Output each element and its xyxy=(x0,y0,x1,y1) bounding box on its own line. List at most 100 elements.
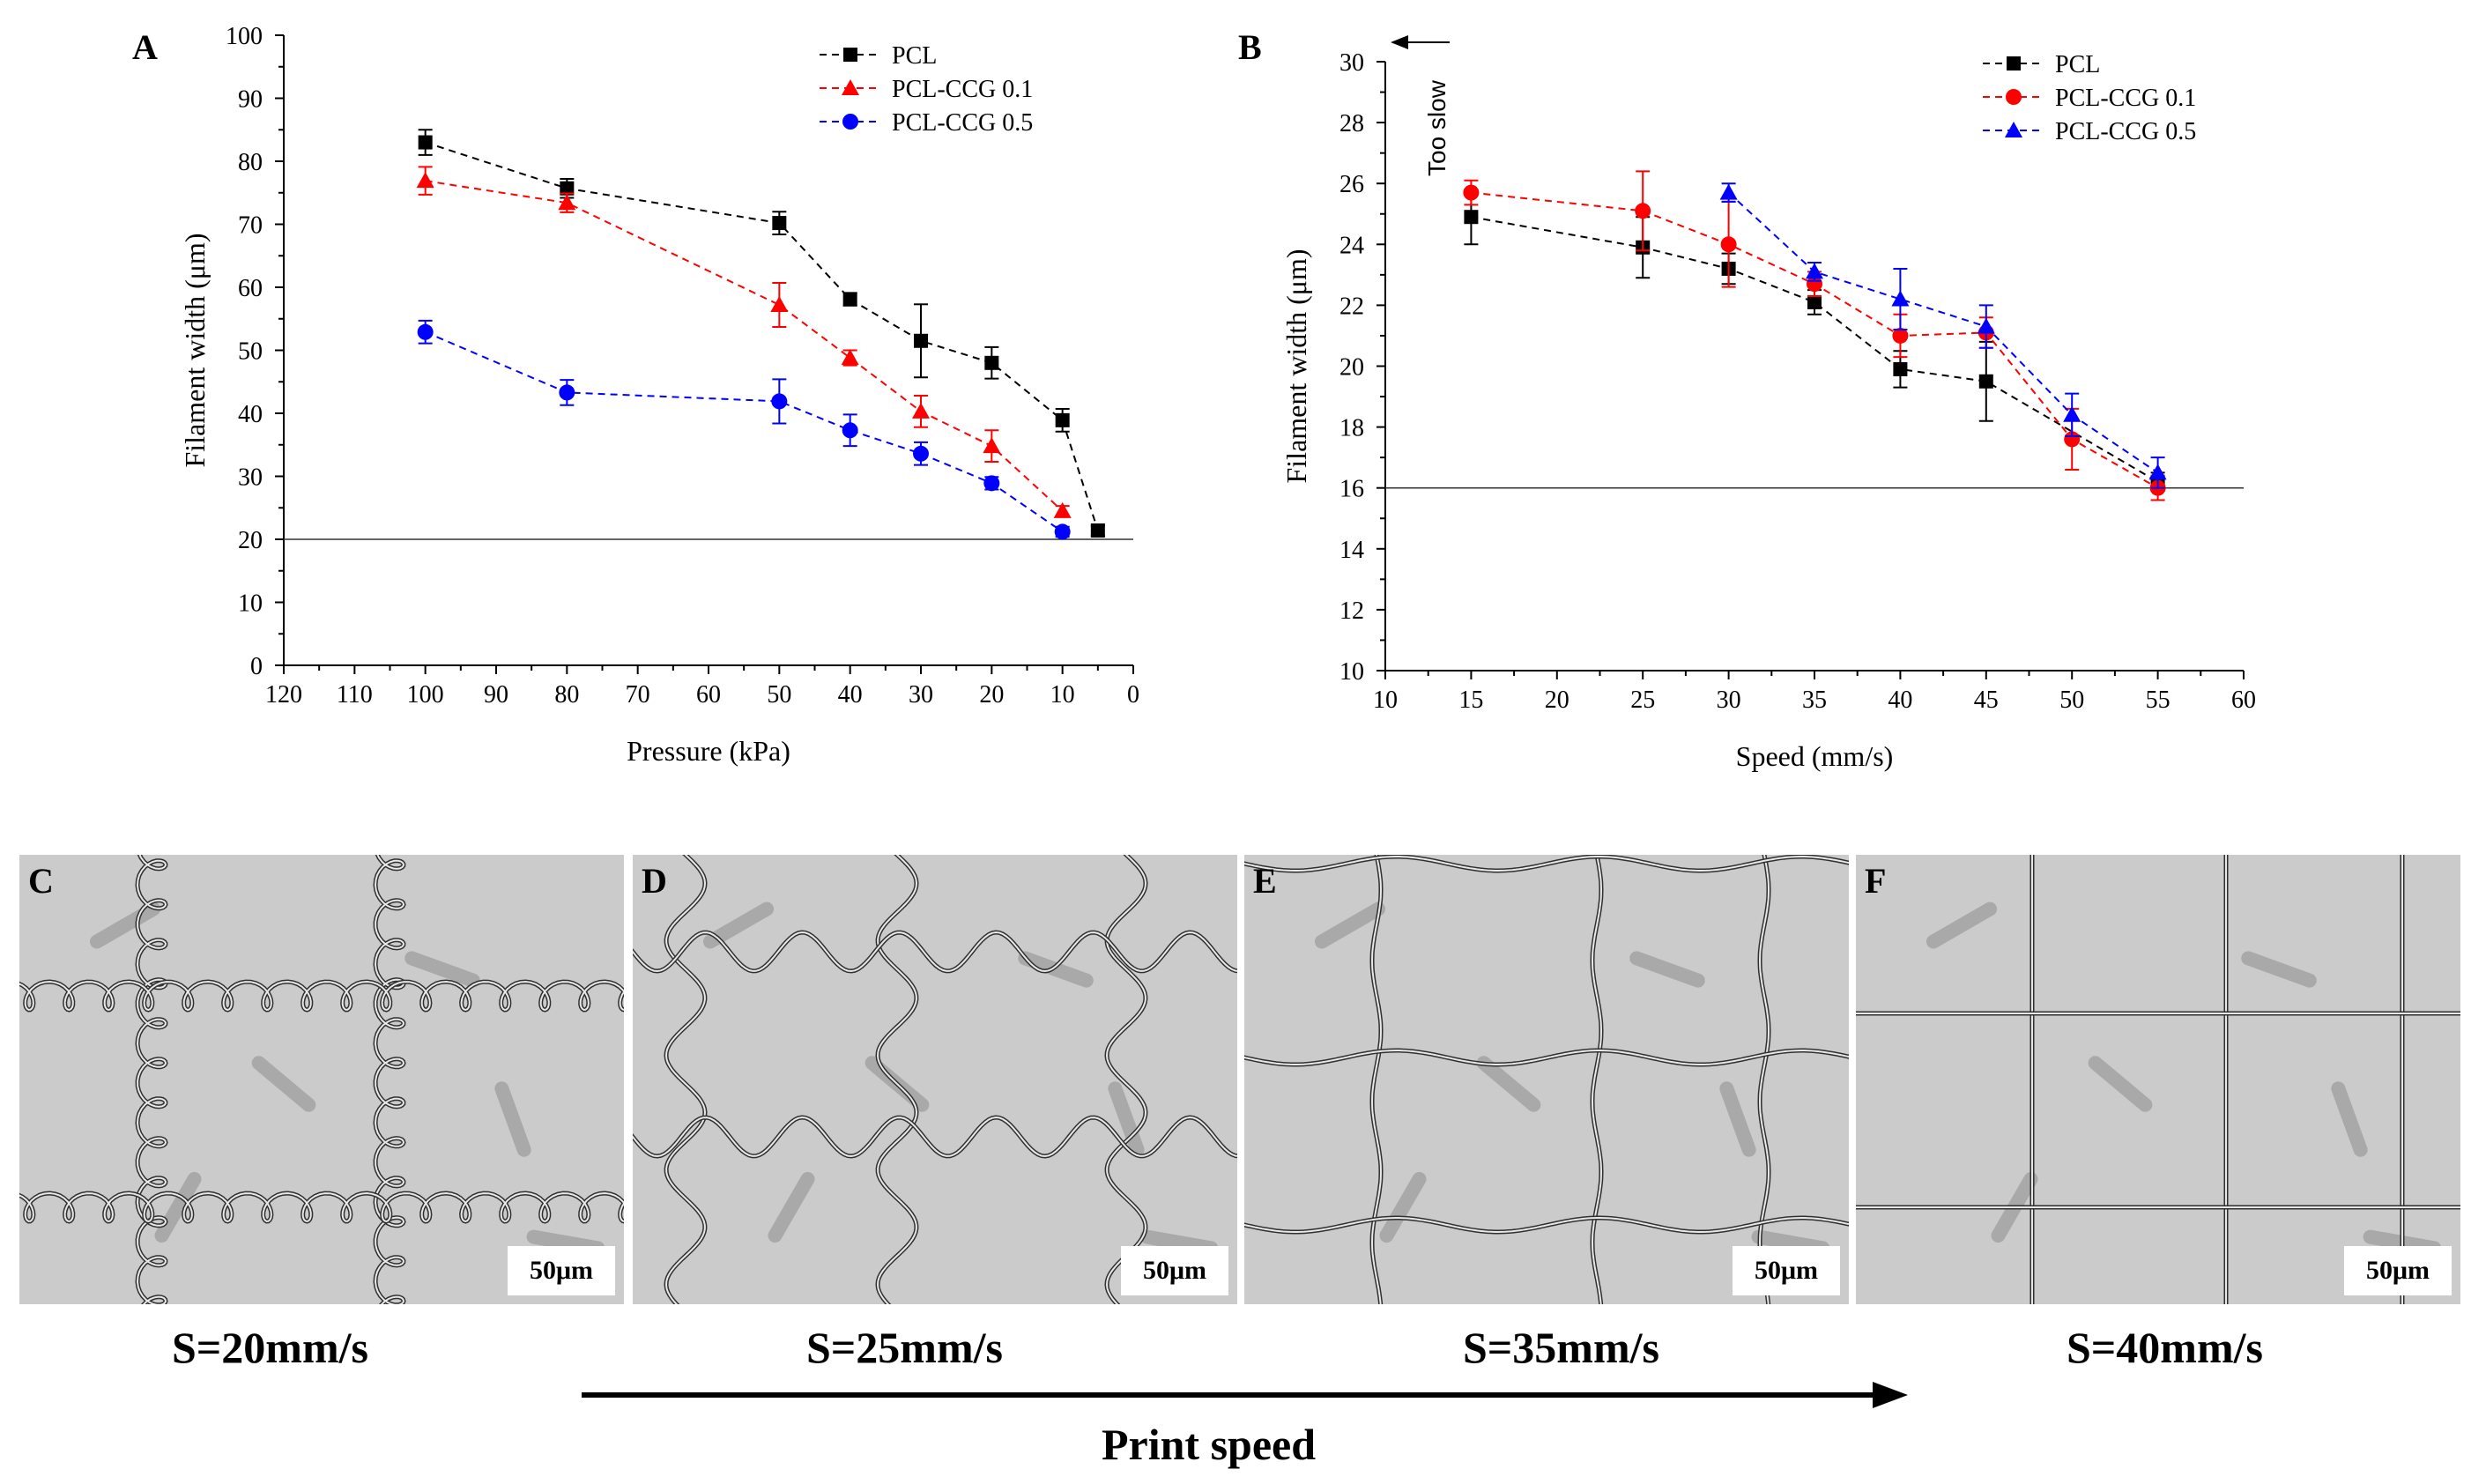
micrograph-e-label: E xyxy=(1253,861,1277,901)
chart-a-data-point xyxy=(842,292,857,307)
chart-a-y-tick-label: 50 xyxy=(238,338,263,366)
chart-a-data-point xyxy=(772,216,787,231)
caption-f: S=40mm/s xyxy=(2067,1323,2263,1372)
micrograph-cell xyxy=(1476,1056,1541,1112)
micrograph-c-scale-bar: 50μm xyxy=(508,1246,615,1295)
micrograph-d-scale-bar: 50μm xyxy=(1121,1246,1228,1295)
chart-a-x-tick-label: 20 xyxy=(979,681,1004,709)
panel-b-letter: B xyxy=(1238,27,1262,67)
micrograph-c-image xyxy=(19,855,624,1304)
micrograph-filament-highlight xyxy=(633,931,1237,973)
chart-a-legend-label: PCL-CCG 0.5 xyxy=(892,109,1033,137)
micrograph-filament-highlight xyxy=(664,855,707,1304)
chart-a-y-tick-label: 30 xyxy=(238,464,263,492)
chart-b-annotation-arrowhead xyxy=(1391,35,1408,49)
micrograph-d: D 50μm xyxy=(633,855,1237,1304)
chart-a-x-tick-label: 90 xyxy=(484,681,508,709)
micrograph-cell xyxy=(2331,1081,2368,1157)
micrograph-e-scale-bar: 50μm xyxy=(1733,1246,1840,1295)
chart-b-y-axis-label: Filament width (μm) xyxy=(1280,249,1312,483)
chart-a-x-tick-label: 40 xyxy=(838,681,863,709)
chart-b-x-axis-label: Speed (mm/s) xyxy=(1736,740,1894,772)
micrograph-cell xyxy=(494,1081,531,1157)
micrograph-cell xyxy=(2241,951,2317,988)
chart-b-y-tick-label: 14 xyxy=(1339,537,1364,564)
chart-b-y-tick-label: 26 xyxy=(1339,171,1364,198)
chart-a-x-axis-label: Pressure (kPa) xyxy=(627,735,790,767)
chart-a-data-point xyxy=(841,349,859,366)
chart-a-data-point xyxy=(417,323,434,340)
chart-a-data-point xyxy=(1054,523,1071,540)
chart-b-data-point xyxy=(2063,405,2081,422)
chart-b-y-tick-label: 10 xyxy=(1339,658,1364,686)
chart-a-legend-marker xyxy=(842,114,858,130)
chart-b-data-point xyxy=(1807,294,1822,309)
chart-a-series-2: PCL-CCG 0.5 xyxy=(417,109,1071,540)
print-speed-arrow xyxy=(582,1382,1908,1408)
caption-e: S=35mm/s xyxy=(1463,1323,1659,1372)
chart-b-series-line xyxy=(1471,191,2159,489)
chart-a-data-point xyxy=(983,437,1001,454)
micrograph-f: F 50μm xyxy=(1856,855,2460,1304)
chart-a-data-point xyxy=(1090,523,1105,538)
chart-b-y-tick-label: 18 xyxy=(1339,415,1364,442)
chart-a-y-tick-label: 20 xyxy=(238,527,263,554)
chart-b-data-point xyxy=(1978,374,1993,389)
chart-a-series-1: PCL-CCG 0.1 xyxy=(416,76,1072,518)
chart-b-series-line xyxy=(1727,191,2159,474)
micrograph-cell xyxy=(2088,1056,2153,1112)
chart-a-data-point xyxy=(842,422,858,439)
micrograph-filament-highlight xyxy=(19,1191,624,1223)
chart-a-x-tick-label: 60 xyxy=(696,681,721,709)
chart-a-y-tick-label: 70 xyxy=(238,212,263,240)
chart-a-series-0: PCL xyxy=(418,42,1105,538)
chart-a-data-point xyxy=(912,402,930,419)
chart-a-x-tick-label: 80 xyxy=(554,681,579,709)
micrograph-filament-highlight xyxy=(1244,1050,1849,1065)
chart-a-x-tick-label: 50 xyxy=(767,681,791,709)
chart-b-x-tick-label: 30 xyxy=(1717,686,1741,714)
chart-a-y-tick-label: 60 xyxy=(238,275,263,302)
chart-b-y-tick-label: 30 xyxy=(1339,49,1364,77)
chart-b-annotation: Too slow xyxy=(1423,79,1451,176)
chart-a-legend-label: PCL xyxy=(892,42,937,70)
chart-a-x-tick-label: 70 xyxy=(626,681,650,709)
chart-a-data-point xyxy=(559,384,575,401)
micrograph-filament-highlight xyxy=(1244,856,1849,872)
caption-d: S=25mm/s xyxy=(806,1323,1003,1372)
chart-a-x-tick-label: 110 xyxy=(337,681,373,709)
charts-canvas: 120 110 100 90 80 70 60 50 40 30 20 10 0010203040506… xyxy=(179,23,2256,772)
chart-a-legend-label: PCL-CCG 0.1 xyxy=(892,76,1033,103)
chart-a-data-point xyxy=(771,393,788,410)
micrograph-cell xyxy=(702,902,775,949)
chart-b-legend-label: PCL-CCG 0.1 xyxy=(2055,85,2196,112)
chart-b-data-point xyxy=(1891,290,1910,307)
micrograph-f-image xyxy=(1856,855,2460,1304)
micrograph-filament-highlight xyxy=(1105,855,1147,1304)
chart-b-y-tick-label: 20 xyxy=(1339,354,1364,382)
micrograph-filament-highlight xyxy=(1591,855,1603,1304)
chart-a-series-line xyxy=(425,180,1064,512)
chart-b-x-tick-label: 10 xyxy=(1373,686,1398,714)
chart-a-data-point xyxy=(1053,501,1072,518)
chart-a-series-line xyxy=(425,330,1064,533)
chart-a-legend-marker xyxy=(842,79,859,95)
chart-b-legend-marker xyxy=(2007,56,2021,70)
chart-b-y-tick-label: 22 xyxy=(1339,293,1364,320)
chart-a-x-tick-label: 0 xyxy=(1127,681,1139,709)
chart-a-data-point xyxy=(416,172,434,189)
micrograph-cell xyxy=(89,902,161,949)
chart-a-y-axis-label: Filament width (μm) xyxy=(179,233,211,467)
chart-b-x-tick-label: 45 xyxy=(1974,686,1999,714)
chart-b-x-tick-label: 50 xyxy=(2059,686,2084,714)
chart-b-x-tick-label: 60 xyxy=(2231,686,2256,714)
chart-b-y-tick-label: 28 xyxy=(1339,110,1364,137)
micrograph-cell xyxy=(1926,902,1998,949)
chart-a-series-line xyxy=(425,141,1099,531)
chart-b-data-point xyxy=(1463,184,1480,201)
chart-b-x-tick-label: 25 xyxy=(1630,686,1655,714)
chart-b-legend-label: PCL-CCG 0.5 xyxy=(2055,118,2196,145)
chart-b-legend-marker xyxy=(2005,122,2022,137)
micrograph-cell xyxy=(1629,951,1705,988)
chart-a-data-point xyxy=(914,333,928,348)
